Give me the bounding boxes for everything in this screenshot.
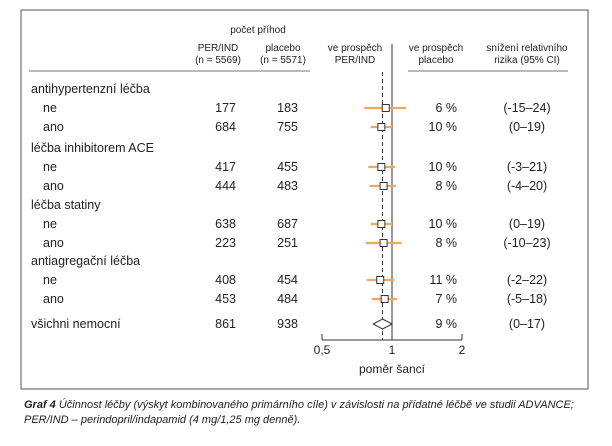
column-headers: počet příhod PER/IND (n = 5569) placebo …	[195, 25, 568, 66]
overall-label: všichni nemocní	[31, 317, 121, 331]
rrr-value: 8 %	[435, 179, 457, 193]
table-row: ne 638 687 10 % (0–19)	[43, 217, 545, 231]
row-label: ano	[43, 292, 64, 306]
figure-frame	[20, 9, 589, 390]
rrr-value: 10 %	[429, 160, 458, 174]
perind-events: 177	[215, 101, 236, 115]
x-tick-label: 0,5	[314, 343, 331, 357]
placebo-events: 483	[277, 179, 298, 193]
row-label: ano	[43, 120, 64, 134]
perind-header: PER/IND	[198, 43, 239, 54]
ci-value: (-3–21)	[507, 160, 547, 174]
rrr-value: 11 %	[429, 273, 457, 287]
caption-text: Účinnost léčby (výskyt kombinovaného pri…	[24, 399, 574, 426]
perind-events: 444	[215, 179, 236, 193]
ci-value: (-4–20)	[507, 179, 547, 193]
placebo-events: 484	[277, 292, 298, 306]
row-label: ano	[43, 236, 64, 250]
table-row: ano 444 483 8 % (-4–20)	[43, 179, 547, 193]
x-tick-label: 1	[389, 343, 396, 357]
rrr-value: 7 %	[435, 292, 457, 306]
favours-perind-label-1: ve prospěch	[328, 43, 382, 54]
overall-rrr-value: 9 %	[435, 317, 457, 331]
point-estimate-box	[377, 123, 386, 131]
group-label: léčba inhibitorem ACE	[31, 141, 154, 155]
placebo-events: 251	[277, 236, 298, 250]
row-label: ano	[43, 179, 64, 193]
point-estimate-box	[380, 295, 389, 303]
perind-n: (n = 5569)	[195, 55, 241, 66]
point-estimate-box	[379, 182, 388, 190]
row-label: ne	[43, 160, 57, 174]
placebo-header: placebo	[265, 43, 300, 54]
table-row: ne 177 183 6 % (-15–24)	[43, 101, 551, 115]
table-row: ne 408 454 11 % (-2–22)	[43, 273, 547, 287]
rrr-value: 6 %	[435, 101, 457, 115]
table-row: ano 453 484 7 % (-5–18)	[43, 292, 547, 306]
perind-events: 638	[215, 217, 236, 231]
perind-events: 223	[215, 236, 236, 250]
perind-events: 417	[215, 160, 236, 174]
placebo-events: 183	[277, 101, 298, 115]
row-label: ne	[43, 217, 57, 231]
table-row: ne 417 455 10 % (-3–21)	[43, 160, 547, 174]
point-estimate-box	[379, 239, 388, 247]
rrr-header-2: rizika (95% CI)	[494, 55, 560, 66]
x-tick-label: 2	[459, 343, 466, 357]
placebo-n: (n = 5571)	[260, 55, 306, 66]
point-estimate-box	[377, 163, 386, 171]
ci-value: (-2–22)	[507, 273, 547, 287]
group-label: antihypertenzní léčba	[31, 82, 150, 96]
placebo-events: 455	[277, 160, 298, 174]
point-estimate-box	[376, 276, 385, 284]
rrr-value: 8 %	[435, 236, 457, 250]
ci-value: (-15–24)	[503, 101, 550, 115]
point-estimate-box	[381, 104, 390, 112]
ci-value: (-5–18)	[507, 292, 547, 306]
placebo-events: 687	[277, 217, 298, 231]
overall-ci-value: (0–17)	[509, 317, 545, 331]
table-row: ano 223 251 8 % (-10–23)	[43, 236, 551, 250]
x-axis-label: poměr šancí	[359, 362, 426, 376]
ci-value: (0–19)	[509, 120, 545, 134]
ci-value: (0–19)	[509, 217, 545, 231]
favours-placebo-label-1: ve prospěch	[409, 43, 463, 54]
rrr-header-1: snížení relativního	[486, 43, 568, 54]
overall-perind-events: 861	[215, 317, 236, 331]
perind-events: 408	[215, 273, 236, 287]
ci-value: (-10–23)	[503, 236, 550, 250]
overall-diamond	[372, 318, 394, 330]
point-estimate-box	[377, 220, 386, 228]
group-label: antiagregační léčba	[31, 254, 140, 268]
rrr-value: 10 %	[429, 120, 458, 134]
group-label: léčba statiny	[31, 198, 101, 212]
caption-prefix: Graf 4	[24, 399, 56, 411]
forest-plot-area: 0,5 1 2 poměr šancí	[314, 44, 466, 376]
overall-row: všichni nemocní 861 938 9 % (0–17)	[31, 317, 545, 331]
overall-placebo-events: 938	[277, 317, 298, 331]
placebo-events: 454	[277, 273, 298, 287]
data-rows: ne 177 183 6 % (-15–24) ano 684 755 10 %…	[43, 101, 551, 306]
figure-caption: Graf 4 Účinnost léčby (výskyt kombinovan…	[24, 398, 594, 428]
row-label: ne	[43, 273, 57, 287]
perind-events: 684	[215, 120, 236, 134]
group-labels: antihypertenzní léčba léčba inhibitorem …	[31, 82, 154, 268]
row-label: ne	[43, 101, 57, 115]
table-row: ano 684 755 10 % (0–19)	[43, 120, 545, 134]
perind-events: 453	[215, 292, 236, 306]
rrr-value: 10 %	[429, 217, 458, 231]
placebo-events: 755	[277, 120, 298, 134]
events-title: počet příhod	[230, 25, 286, 36]
favours-perind-label-2: PER/IND	[335, 55, 376, 66]
favours-placebo-label-2: placebo	[418, 55, 453, 66]
